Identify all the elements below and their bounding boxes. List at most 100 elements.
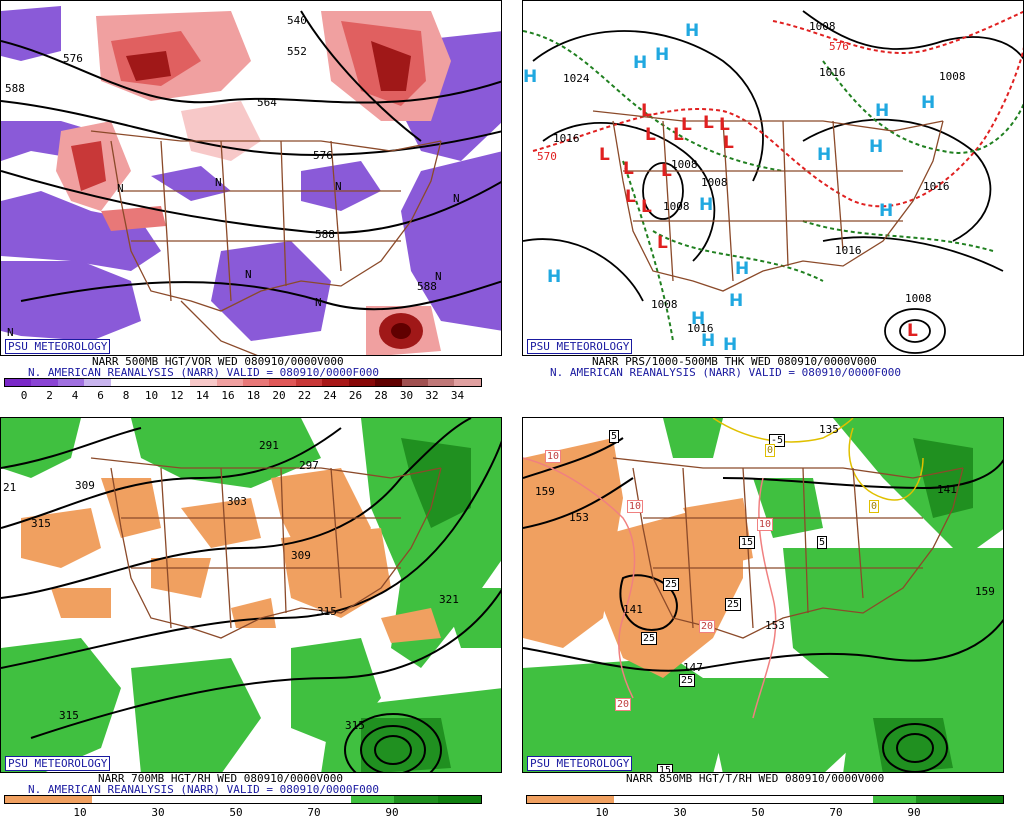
low-marker: L xyxy=(681,115,692,135)
legend-swatch xyxy=(916,796,960,803)
legend-label: 50 xyxy=(751,806,765,819)
low-marker: L xyxy=(723,133,734,153)
low-marker: L xyxy=(623,159,634,179)
contour-label-7: 588 xyxy=(315,228,335,241)
isobar-label: 1008 xyxy=(651,298,678,311)
high-marker: H xyxy=(729,291,744,311)
psu-meteorology-badge: PSU METEOROLOGY xyxy=(5,339,111,354)
psu-meteorology-badge: PSU METEOROLOGY xyxy=(527,339,633,354)
legend-color-bar xyxy=(526,795,1004,804)
isobar-label: 1008 xyxy=(701,176,728,189)
vort-min-marker: N xyxy=(435,270,442,283)
legend-swatch xyxy=(295,379,323,386)
isobar-label: 1016 xyxy=(687,322,714,335)
temp-label: 0 xyxy=(765,444,776,457)
temp-label: 25 xyxy=(663,578,680,591)
height-contours xyxy=(1,10,501,311)
legend-swatch xyxy=(31,379,58,386)
legend-swatch xyxy=(656,796,701,803)
legend-swatch xyxy=(570,796,614,803)
temp-label: 5 xyxy=(609,430,620,443)
legend-label: 14 xyxy=(195,389,210,402)
contour-label: 315 xyxy=(31,517,51,530)
legend-swatch xyxy=(351,796,395,803)
isobar-label: 1008 xyxy=(939,70,966,83)
contour-label: 135 xyxy=(819,423,839,436)
panel-title: NARR 700MB HGT/RH WED 080910/0000V000 xyxy=(98,772,344,785)
map-pressure-thickness: 1024 1016 1008 1008 1008 1016 1016 1016 … xyxy=(522,0,1024,356)
temp-label: 5 xyxy=(817,536,828,549)
legend-label: 70 xyxy=(829,806,843,819)
contour-label: 321 xyxy=(439,593,459,606)
legend-swatch xyxy=(454,379,481,386)
legend-label: 30 xyxy=(151,806,165,819)
low-marker: L xyxy=(719,115,730,135)
legend-label: 90 xyxy=(385,806,399,819)
map-500mb-graphic xyxy=(1,6,501,355)
isobar-label: 1016 xyxy=(553,132,580,145)
low-marker: L xyxy=(907,321,918,341)
legend-swatch xyxy=(110,379,138,386)
vort-min-marker: N xyxy=(315,296,322,309)
legend-swatch xyxy=(829,796,874,803)
legend-swatch xyxy=(786,796,830,803)
isobar-label: 1008 xyxy=(905,292,932,305)
contour-label: 141 xyxy=(623,603,643,616)
vort-min-marker: N xyxy=(335,180,342,193)
temp-label: 25 xyxy=(679,674,696,687)
contour-label-8: 588 xyxy=(417,280,437,293)
isobar-label: 1016 xyxy=(819,66,846,79)
legend-label: 16 xyxy=(221,389,235,402)
legend-swatch xyxy=(242,379,270,386)
temp-label: 10 xyxy=(627,500,644,513)
map-pressure-thickness-graphic xyxy=(523,10,1023,354)
legend-label: 18 xyxy=(246,389,261,402)
thickness-label: 570 xyxy=(537,150,557,163)
legend-label: 34 xyxy=(450,389,465,402)
legend-swatch xyxy=(134,796,179,803)
panel-title: NARR PRS/1000-500MB THK WED 080910/0000V… xyxy=(592,355,877,368)
contour-label: 297 xyxy=(299,459,319,472)
high-marker: H xyxy=(633,53,648,73)
contour-label: 309 xyxy=(75,479,95,492)
panel-pressure-thickness: 1024 1016 1008 1008 1008 1016 1016 1016 … xyxy=(522,0,1024,402)
isobar-label: 1016 xyxy=(835,244,862,257)
height-contours xyxy=(1,418,501,772)
legend-swatch xyxy=(700,796,744,803)
rh-dry-fill xyxy=(523,438,753,678)
legend-label: 90 xyxy=(907,806,921,819)
legend-label: 28 xyxy=(374,389,388,402)
high-marker: H xyxy=(879,201,894,221)
vort-min-marker: N xyxy=(215,176,222,189)
map-850mb-graphic xyxy=(523,418,1003,772)
contour-label-4: 564 xyxy=(257,96,277,109)
low-marker: L xyxy=(625,187,636,207)
legend-label: 12 xyxy=(170,389,184,402)
low-marker: L xyxy=(657,233,668,253)
height-contours xyxy=(523,437,1003,772)
vort-min-marker: N xyxy=(453,192,460,205)
panel-subtitle: N. AMERICAN REANALYSIS (NARR) VALID = 08… xyxy=(550,366,901,379)
legend-swatch xyxy=(375,379,402,386)
legend-color-bar xyxy=(4,378,482,387)
legend-swatch xyxy=(613,796,657,803)
legend-label: 0 xyxy=(20,389,28,402)
legend-label: 30 xyxy=(673,806,687,819)
thickness-label: 576 xyxy=(829,40,849,53)
contour-label-6: 588 xyxy=(5,82,25,95)
legend-swatch xyxy=(48,796,92,803)
legend-label: 10 xyxy=(595,806,609,819)
high-marker: H xyxy=(735,259,750,279)
high-marker: H xyxy=(685,21,700,41)
legend-swatch xyxy=(190,379,217,386)
legend-label: 6 xyxy=(97,389,104,402)
map-500mb: 576 540 552 564 576 588 588 588 N N N N … xyxy=(0,0,502,356)
thickness-contours xyxy=(523,10,1023,342)
legend-swatch xyxy=(5,379,32,386)
legend-label: 50 xyxy=(229,806,243,819)
legend-label: 10 xyxy=(73,806,87,819)
geographic-borders xyxy=(592,110,944,292)
panel-subtitle: N. AMERICAN REANALYSIS (NARR) VALID = 08… xyxy=(28,366,379,379)
panel-title: NARR 850MB HGT/T/RH WED 080910/0000V000 xyxy=(626,772,885,785)
legend-swatch xyxy=(873,796,917,803)
